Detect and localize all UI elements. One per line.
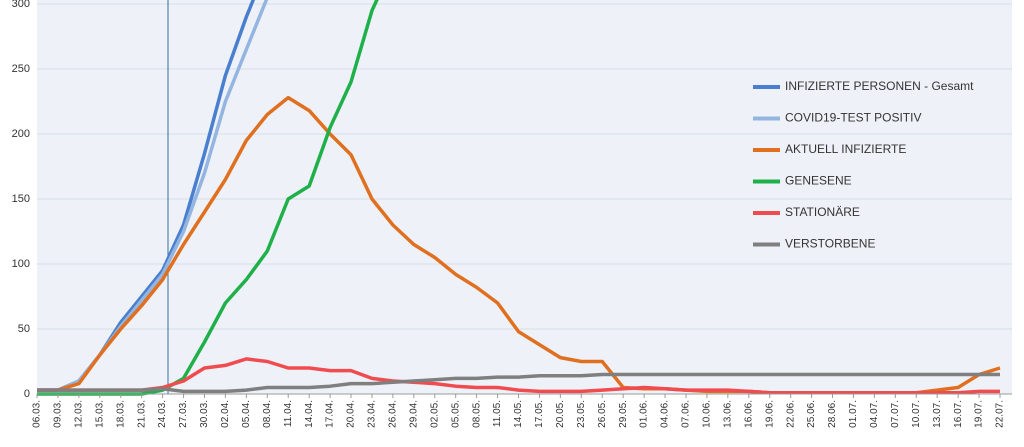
legend-label: VERSTORBENE — [785, 237, 875, 251]
x-tick-label: 30.03. — [199, 400, 210, 428]
x-tick-label: 28.06. — [827, 400, 838, 428]
x-tick-label: 05.04. — [241, 400, 252, 428]
y-tick-label: 250 — [12, 63, 30, 75]
x-tick-label: 09.03. — [53, 400, 64, 428]
x-tick-label: 15.03. — [94, 400, 105, 428]
x-tick-label: 01.06. — [639, 400, 650, 428]
labels: 0 50 100 150 200 250 300 06.03. 09.03. 12.03. 15.0… — [12, 0, 1006, 428]
legend-label: INFIZIERTE PERSONEN - Gesamt — [785, 79, 974, 93]
x-tick-label: 08.04. — [262, 400, 273, 428]
x-tick-label: 17.04. — [325, 400, 336, 428]
series-line — [37, 372, 1000, 394]
x-tick-label: 25.06. — [806, 400, 817, 428]
x-tick-label: 21.03. — [136, 400, 147, 428]
x-tick-label: 26.05. — [597, 400, 608, 428]
series-line — [37, 357, 1000, 395]
y-tick-label: 50 — [18, 323, 30, 335]
x-tick-label: 19.06. — [764, 400, 775, 428]
x-tick-label: 26.04. — [388, 400, 399, 428]
x-tick-label: 14.04. — [304, 400, 315, 428]
legend-label: COVID19-TEST POSITIV — [785, 111, 921, 125]
x-tick-label: 02.04. — [220, 400, 231, 428]
x-tick-label: 05.05. — [450, 400, 461, 428]
plot-area — [37, 0, 1012, 394]
x-tick-label: 04.07. — [869, 400, 880, 428]
x-tick-label: 19.07. — [974, 400, 985, 428]
x-tick-label: 24.03. — [157, 400, 168, 428]
x-tick-label: 22.06. — [785, 400, 796, 428]
legend-label: GENESENE — [785, 174, 852, 188]
x-tick-label: 16.07. — [953, 400, 964, 428]
x-tick-label: 10.07. — [911, 400, 922, 428]
x-tick-label: 01.07. — [848, 400, 859, 428]
lines — [37, 0, 1001, 396]
series-line — [37, 0, 269, 392]
x-tick-label: 20.05. — [555, 400, 566, 428]
x-tick-label: 18.03. — [115, 400, 126, 428]
y-tick-label: 200 — [12, 128, 30, 140]
x-tick-label: 17.05. — [534, 400, 545, 428]
x-tick-label: 11.05. — [492, 400, 503, 427]
legend-label: AKTUELL INFIZIERTE — [785, 142, 906, 156]
y-tick-label: 300 — [12, 0, 30, 10]
x-tick-label: 27.03. — [178, 400, 189, 428]
x-tick-label: 22.07. — [995, 400, 1006, 428]
y-tick-label: 150 — [12, 193, 30, 205]
y-tick-label: 100 — [12, 258, 30, 270]
x-tick-label: 29.05. — [618, 400, 629, 428]
x-tick-label: 29.04. — [408, 400, 419, 428]
y-tick-label: 0 — [24, 388, 30, 400]
x-tick-label: 23.05. — [576, 400, 587, 428]
x-tick-label: 16.06. — [743, 400, 754, 428]
x-tick-label: 20.04. — [346, 400, 357, 428]
x-tick-label: 14.05. — [513, 400, 524, 428]
x-tick-label: 04.06. — [660, 400, 671, 428]
legend: INFIZIERTE PERSONEN - Gesamt COVID19-TEST… — [753, 79, 974, 251]
x-tick-label: 23.04. — [367, 400, 378, 428]
x-tick-label: 07.06. — [681, 400, 692, 428]
x-tick-label: 02.05. — [429, 400, 440, 428]
x-tick-label: 07.07. — [890, 400, 901, 428]
x-tick-label: 11.04. — [283, 400, 294, 427]
x-tick-label: 13.06. — [722, 400, 733, 428]
legend-label: STATIONÄRE — [785, 205, 860, 219]
x-tick-label: 10.06. — [702, 400, 713, 428]
x-tick-label: 06.03. — [32, 400, 43, 428]
x-tick-label: 13.07. — [932, 400, 943, 428]
x-tick-label: 08.05. — [471, 400, 482, 428]
x-tick-label: 12.03. — [74, 400, 85, 428]
